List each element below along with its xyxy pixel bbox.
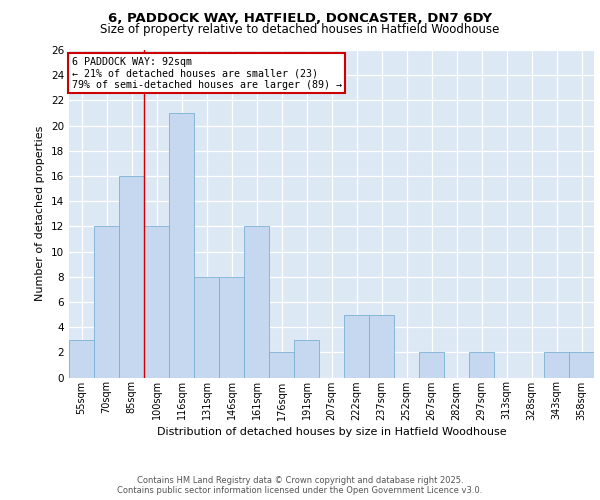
Bar [119, 176, 143, 378]
Text: Size of property relative to detached houses in Hatfield Woodhouse: Size of property relative to detached ho… [100, 22, 500, 36]
Text: 6 PADDOCK WAY: 92sqm
← 21% of detached houses are smaller (23)
79% of semi-detac: 6 PADDOCK WAY: 92sqm ← 21% of detached h… [71, 56, 341, 90]
X-axis label: Distribution of detached houses by size in Hatfield Woodhouse: Distribution of detached houses by size … [157, 426, 506, 436]
Bar [244, 226, 269, 378]
Bar [544, 352, 569, 378]
Bar [344, 314, 368, 378]
Bar [70, 340, 94, 378]
Bar [295, 340, 319, 378]
Bar [569, 352, 593, 378]
Bar [194, 276, 218, 378]
Bar [220, 276, 244, 378]
Bar [469, 352, 494, 378]
Text: Contains HM Land Registry data © Crown copyright and database right 2025.
Contai: Contains HM Land Registry data © Crown c… [118, 476, 482, 495]
Bar [145, 226, 169, 378]
Text: 6, PADDOCK WAY, HATFIELD, DONCASTER, DN7 6DY: 6, PADDOCK WAY, HATFIELD, DONCASTER, DN7… [108, 12, 492, 26]
Bar [169, 113, 194, 378]
Bar [370, 314, 394, 378]
Bar [419, 352, 443, 378]
Bar [269, 352, 293, 378]
Y-axis label: Number of detached properties: Number of detached properties [35, 126, 46, 302]
Bar [94, 226, 119, 378]
